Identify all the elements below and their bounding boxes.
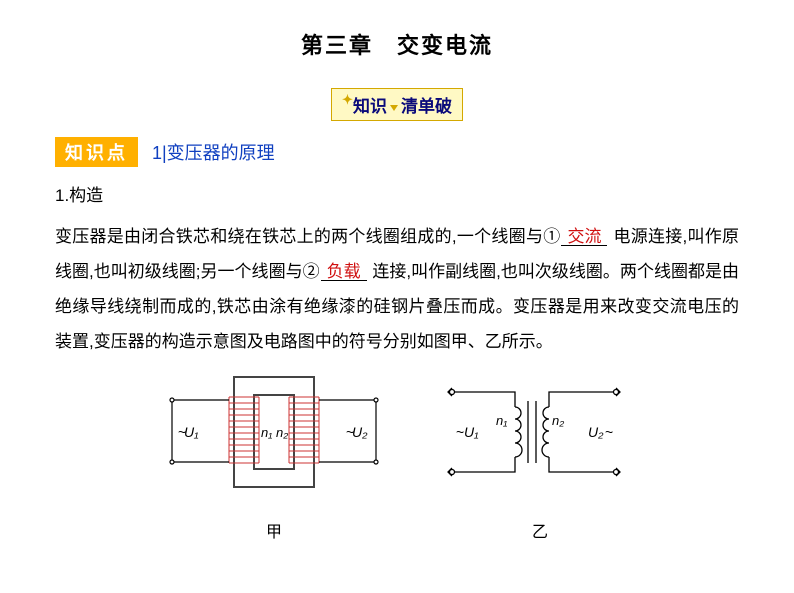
diagram-a-wrap: ~ U₁ U₂ ~ n₁ n₂ 甲 bbox=[154, 367, 394, 542]
diagram-b-label: 乙 bbox=[440, 518, 640, 542]
label-n2: n₂ bbox=[276, 425, 288, 440]
label-u2: ~ bbox=[346, 424, 354, 440]
banner-left: 知识 bbox=[353, 97, 387, 116]
core-outer bbox=[234, 377, 314, 487]
knowledge-point-badge: 知识点 bbox=[55, 137, 138, 167]
label-b-u2: U₂ bbox=[588, 424, 604, 440]
diagram-row: ~ U₁ U₂ ~ n₁ n₂ 甲 bbox=[55, 367, 739, 542]
label-b-n2: n₂ bbox=[552, 413, 564, 428]
label-b-u2t: ~ bbox=[605, 424, 613, 440]
label-b-n1: n₁ bbox=[496, 413, 507, 428]
section-heading: 1.构造 bbox=[55, 181, 739, 206]
blank-1: 交流 bbox=[561, 228, 607, 246]
label-u1v: U₁ bbox=[184, 424, 199, 440]
diagram-b-wrap: ~ U₁ U₂ ~ n₁ n₂ 乙 bbox=[440, 367, 640, 542]
chapter-title: 第三章 交变电流 bbox=[55, 28, 739, 60]
label-b-u1: U₁ bbox=[464, 424, 479, 440]
knowledge-banner: ✦知识清单破 bbox=[331, 88, 463, 121]
banner-right: 清单破 bbox=[401, 97, 452, 116]
banner-sep-icon bbox=[390, 105, 398, 111]
diagram-a-label: 甲 bbox=[154, 518, 394, 542]
label-u2v: U₂ bbox=[352, 424, 368, 440]
knowledge-point-title: 1|变压器的原理 bbox=[152, 139, 275, 165]
label-n1: n₁ bbox=[261, 425, 272, 440]
diagram-b: ~ U₁ U₂ ~ n₁ n₂ bbox=[440, 367, 640, 507]
banner-row: ✦知识清单破 bbox=[55, 88, 739, 121]
label-b-u1t: ~ bbox=[456, 424, 464, 440]
knowledge-point-row: 知识点 1|变压器的原理 bbox=[55, 137, 739, 167]
bulb-icon: ✦ bbox=[342, 92, 353, 107]
diagram-a: ~ U₁ U₂ ~ n₁ n₂ bbox=[154, 367, 394, 507]
blank-2: 负载 bbox=[321, 263, 367, 281]
para-seg-1: 变压器是由闭合铁芯和绕在铁芯上的两个线圈组成的,一个线圈与① bbox=[55, 227, 560, 246]
body-paragraph: 变压器是由闭合铁芯和绕在铁芯上的两个线圈组成的,一个线圈与①交流 电源连接,叫作… bbox=[55, 220, 739, 359]
